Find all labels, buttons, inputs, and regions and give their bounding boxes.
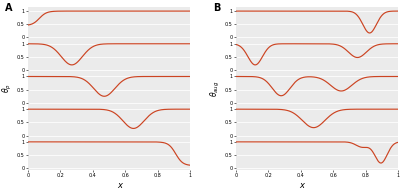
Text: B: B [213, 3, 220, 13]
Text: x: x [300, 181, 304, 189]
Text: A: A [5, 3, 13, 13]
Y-axis label: $\theta_{aug}$: $\theta_{aug}$ [209, 80, 222, 97]
Y-axis label: $\theta_p$: $\theta_p$ [1, 83, 14, 93]
Text: x: x [118, 181, 122, 189]
